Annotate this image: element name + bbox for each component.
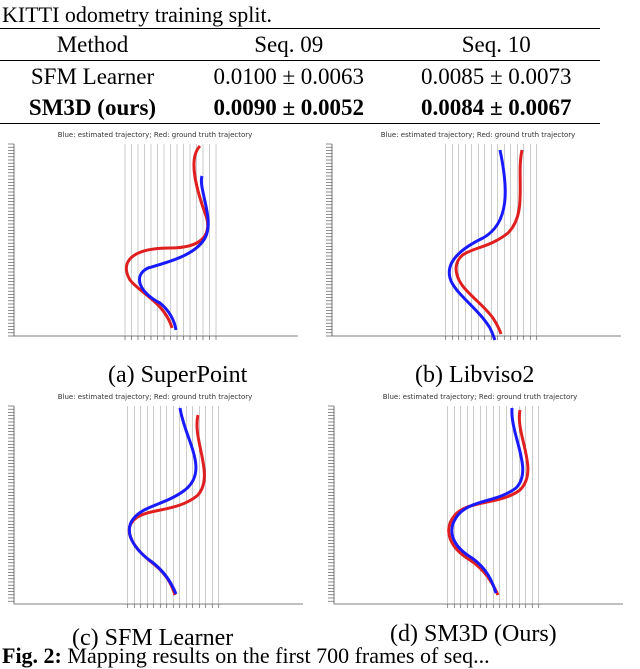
table-row: SM3D (ours) 0.0090 ± 0.0052 0.0084 ± 0.0… (0, 92, 600, 124)
plot-title: Blue: estimated trajectory; Red: ground … (58, 131, 253, 139)
trajectory-plot-c: Blue: estimated trajectory; Red: ground … (8, 393, 303, 608)
row-method: SFM Learner (30, 63, 155, 89)
subcaption-b: (b) Libviso2 (415, 362, 535, 388)
plot-title: Blue: estimated trajectory; Red: ground … (58, 393, 253, 401)
panel-superpoint: Blue: estimated trajectory; Red: ground … (0, 128, 310, 350)
row-seq09: 0.0100 ± 0.0063 (213, 63, 365, 89)
trajectory-plot-a: Blue: estimated trajectory; Red: ground … (8, 131, 298, 340)
estimated-trajectory (447, 149, 507, 341)
table-caption: KITTI odometry training split. (2, 2, 273, 27)
subcaption-c: (c) SFM Learner (72, 625, 234, 651)
estimated-trajectory (450, 407, 525, 594)
ground-truth-trajectory (454, 149, 524, 335)
row-seq09: 0.0090 ± 0.0052 (213, 94, 365, 120)
plot-title: Blue: estimated trajectory; Red: ground … (383, 393, 578, 401)
panel-sfm-learner: Blue: estimated trajectory; Red: ground … (0, 390, 315, 618)
trajectory-plot-b: Blue: estimated trajectory; Red: ground … (326, 131, 621, 341)
grid-lines (8, 143, 298, 340)
row-method: SM3D (ours) (28, 94, 157, 120)
subcaption-a: (a) SuperPoint (108, 362, 248, 388)
axis-frame (13, 406, 303, 605)
figure-caption: Fig. 2: Mapping results on the first 700… (2, 643, 490, 669)
estimated-trajectory (127, 407, 198, 595)
table-row: SFM Learner 0.0100 ± 0.0063 0.0085 ± 0.0… (0, 61, 600, 93)
table-header-row: Method Seq. 09 Seq. 10 (0, 28, 600, 61)
estimated-trajectory (138, 175, 210, 331)
subcaption-d: (d) SM3D (Ours) (390, 621, 557, 647)
figure-caption-text: Mapping results on the first 700 frames … (61, 643, 490, 668)
header-seq09: Seq. 09 (254, 31, 324, 57)
results-table: Method Seq. 09 Seq. 10 SFM Learner 0.010… (0, 28, 600, 124)
axis-frame (333, 406, 623, 605)
panel-libviso2: Blue: estimated trajectory; Red: ground … (318, 128, 633, 350)
ground-truth-trajectory (447, 409, 530, 596)
figure-label: Fig. 2: (2, 643, 62, 668)
trajectory-plot-d: Blue: estimated trajectory; Red: ground … (328, 393, 623, 608)
row-seq10: 0.0085 ± 0.0073 (420, 63, 572, 89)
row-seq10: 0.0084 ± 0.0067 (420, 94, 572, 120)
grid-lines (326, 143, 621, 340)
axis-frame (13, 144, 298, 337)
plot-title: Blue: estimated trajectory; Red: ground … (381, 131, 576, 139)
ground-truth-trajectory (124, 144, 210, 329)
grid-lines (8, 405, 303, 608)
grid-lines (328, 405, 623, 608)
header-seq10: Seq. 10 (461, 31, 531, 57)
panel-sm3d: Blue: estimated trajectory; Red: ground … (320, 390, 635, 618)
header-method: Method (56, 31, 129, 57)
